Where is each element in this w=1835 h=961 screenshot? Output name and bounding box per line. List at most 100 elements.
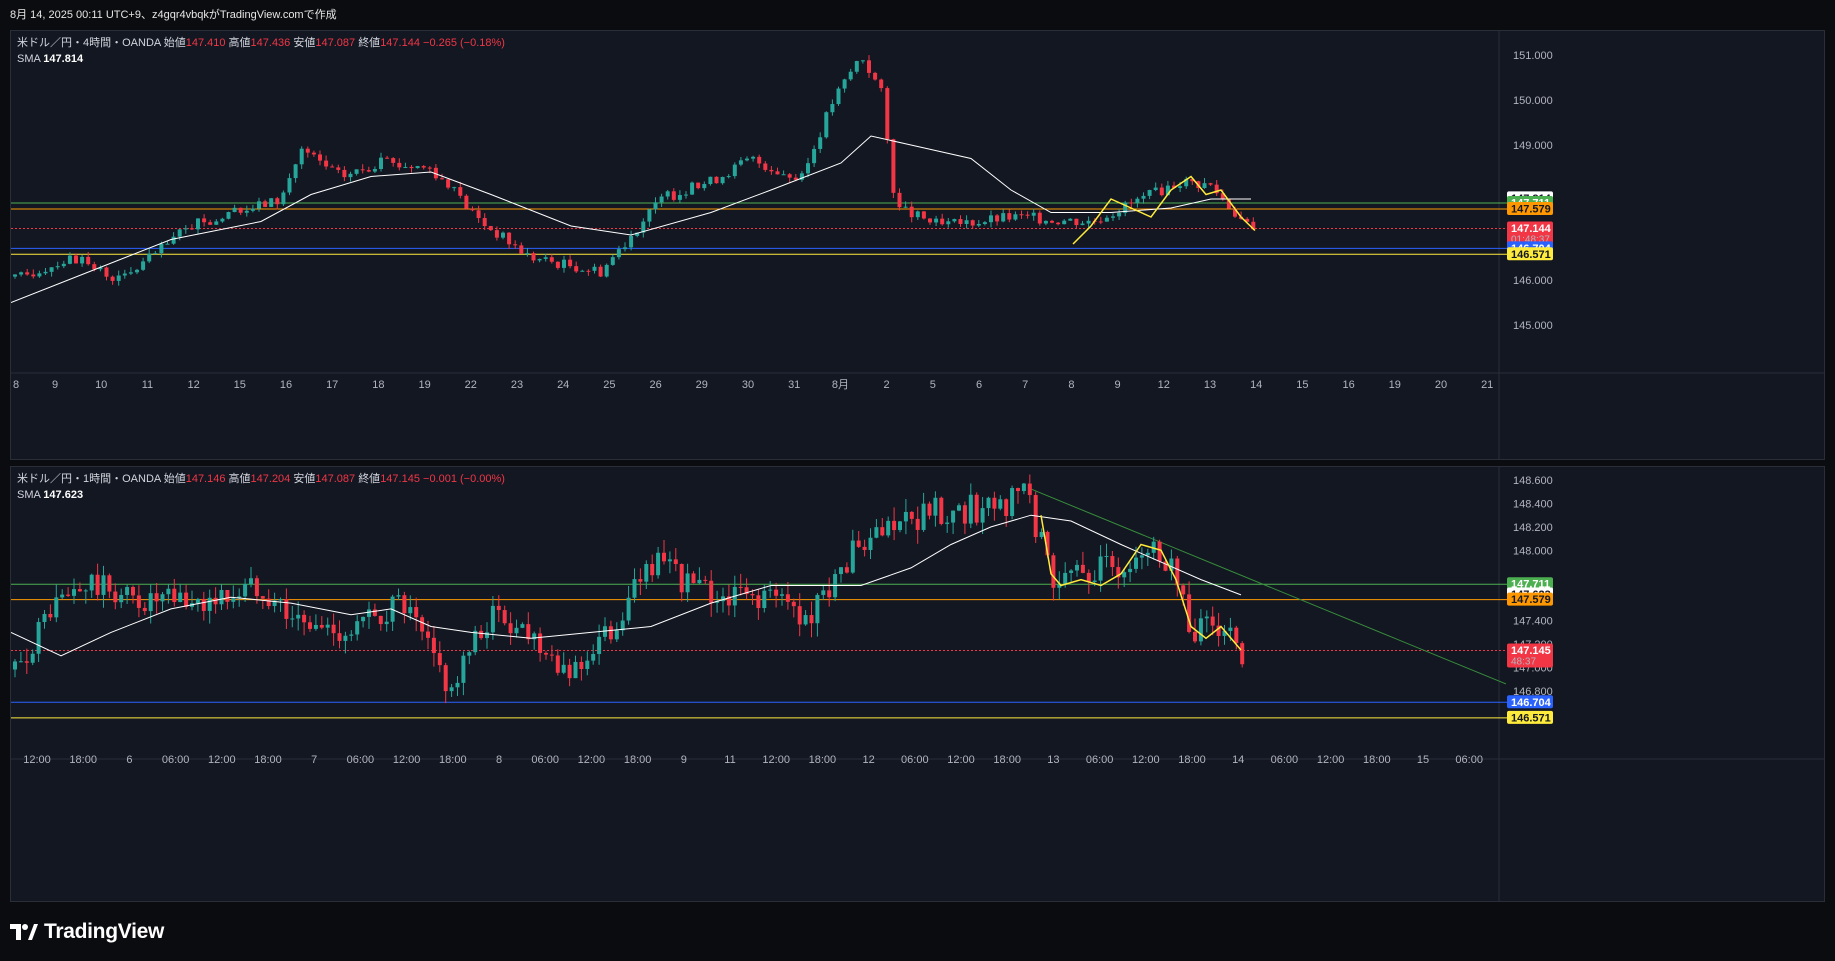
candle-body <box>42 613 47 623</box>
time-axis-label: 12:00 <box>578 754 606 766</box>
time-axis-label: 11 <box>142 379 153 391</box>
candle-body <box>337 633 342 641</box>
candle-body <box>598 266 603 277</box>
candle-body <box>1068 218 1073 221</box>
candle-body <box>844 567 849 573</box>
candle-body <box>921 211 926 219</box>
candle-body <box>232 207 237 213</box>
price-chart-4h[interactable]: 151.000 150.000 149.000 146.000 145.000 9 10 11… <box>11 31 1825 460</box>
candle-body <box>1147 190 1152 196</box>
candle-body <box>1153 187 1158 191</box>
candle-body <box>751 156 756 159</box>
candle-body <box>616 249 621 258</box>
price-axis-label: 148.600 <box>1513 475 1553 487</box>
symbol-label[interactable]: 米ドル／円・1時間・OANDA <box>17 473 161 485</box>
time-axis-label: 10 <box>95 379 107 391</box>
candle-body <box>933 497 938 516</box>
time-axis-label: 22 <box>465 379 477 391</box>
candle-body <box>585 660 590 670</box>
candle-body <box>830 104 835 113</box>
price-chart-1h[interactable]: 148.600 148.400 148.200 148.000 147.400 147.2… <box>11 467 1825 902</box>
candle-body <box>165 243 170 245</box>
candle-body <box>408 607 413 614</box>
time-axis-label: 16 <box>280 379 292 391</box>
time-axis-label: 14 <box>1250 379 1262 391</box>
candle-body <box>1216 625 1221 636</box>
candle-body <box>507 232 512 245</box>
candle-body <box>744 587 749 595</box>
time-axis-label: 9 <box>681 754 687 766</box>
chart-pane-4h[interactable]: 米ドル／円・4時間・OANDA 始値147.410 高値147.436 安値14… <box>10 30 1825 460</box>
candle-body <box>213 597 218 605</box>
trend-line[interactable] <box>1028 487 1507 685</box>
candle-body <box>915 211 920 218</box>
candle-body <box>1039 531 1044 538</box>
candle-body <box>237 596 242 599</box>
candle-body <box>1172 185 1176 188</box>
open-value: 147.146 <box>185 473 226 485</box>
candle-body <box>379 157 383 169</box>
candle-body <box>868 537 873 551</box>
candle-body <box>86 256 91 265</box>
candle-body <box>1226 199 1231 209</box>
low-value: 147.087 <box>315 37 356 49</box>
chart-pane-1h[interactable]: 米ドル／円・1時間・OANDA 始値147.146 高値147.204 安値14… <box>10 466 1825 902</box>
candle-body <box>159 243 164 254</box>
candle-body <box>635 232 640 236</box>
candle-body <box>549 654 554 656</box>
candle-body <box>455 682 460 688</box>
candle-body <box>319 624 324 628</box>
price-tag-value: 146.571 <box>1511 249 1551 261</box>
candle-body <box>768 589 773 591</box>
symbol-label[interactable]: 米ドル／円・4時間・OANDA <box>17 37 161 49</box>
candle-body <box>957 505 961 511</box>
candle-body <box>98 267 103 270</box>
candle-body <box>799 173 804 180</box>
candle-body <box>238 207 243 213</box>
candle-body <box>142 607 147 612</box>
candle-body <box>153 253 158 255</box>
candle-body <box>1245 218 1250 222</box>
candle-body <box>1159 187 1164 196</box>
price-tag-bg <box>1507 247 1553 261</box>
candle-body <box>1080 223 1085 226</box>
high-label: 高値 <box>228 473 251 485</box>
candle-body <box>561 664 566 673</box>
candle-body <box>656 552 661 576</box>
candle-body <box>812 148 817 164</box>
candle-body <box>745 158 749 161</box>
time-axis-label: 21 <box>1481 379 1493 391</box>
candle-body <box>431 637 436 654</box>
candle-body <box>452 187 457 189</box>
candle-body <box>482 218 487 227</box>
sma-value: 147.814 <box>43 53 84 65</box>
candle-body <box>1202 183 1207 188</box>
candle-body <box>1098 221 1103 223</box>
candle-body <box>567 664 572 679</box>
candle-body <box>915 518 920 530</box>
low-label: 安値 <box>293 37 316 49</box>
time-axis-label: 19 <box>418 379 430 391</box>
tradingview-logo[interactable]: TradingView <box>10 920 164 944</box>
sma-label[interactable]: SMA <box>17 489 41 501</box>
candle-body <box>427 167 432 169</box>
candle-body <box>77 589 82 592</box>
candle-body <box>467 652 472 656</box>
candle-body <box>1220 193 1225 200</box>
candle-body <box>856 540 861 547</box>
candle-body <box>793 177 798 180</box>
candle-body <box>25 272 30 275</box>
price-tag-countdown: 48:37 <box>1511 657 1536 668</box>
candles-group <box>13 55 1256 286</box>
candle-body <box>343 635 348 641</box>
candle-body <box>980 508 985 523</box>
candle-body <box>1193 631 1197 642</box>
price-tag-146-571: 146.571 <box>1507 710 1553 724</box>
time-axis-label: 12:00 <box>947 754 975 766</box>
candle-body <box>348 173 353 178</box>
candle-body <box>626 597 631 621</box>
sma-label[interactable]: SMA <box>17 53 41 65</box>
candle-body <box>313 624 318 629</box>
candle-body <box>119 594 124 603</box>
candle-body <box>54 597 59 618</box>
